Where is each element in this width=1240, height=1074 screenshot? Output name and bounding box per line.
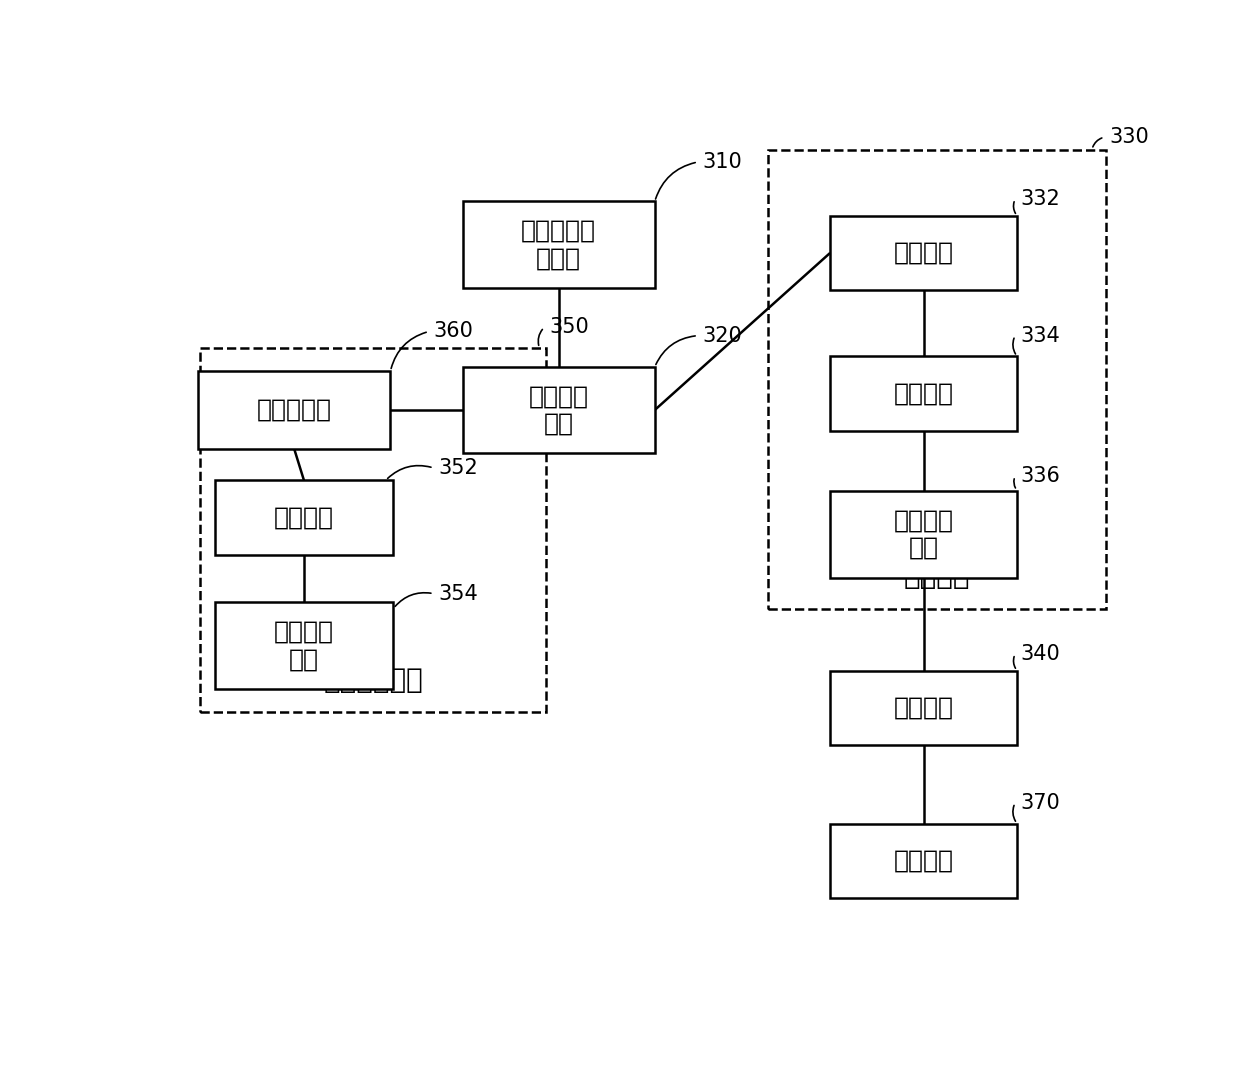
Text: 334: 334 (1019, 325, 1060, 346)
Bar (830, 824, 1018, 898)
Bar (830, 216, 1018, 290)
Text: 330: 330 (1110, 127, 1149, 147)
Text: 获取模型
模块: 获取模型 模块 (274, 620, 334, 671)
Text: 352: 352 (439, 458, 479, 478)
Text: 解码单元: 解码单元 (894, 696, 954, 720)
Text: 354: 354 (439, 583, 479, 604)
Text: 处理单元: 处理单元 (904, 563, 971, 591)
Text: 识别模块: 识别模块 (274, 506, 334, 529)
Text: 310: 310 (703, 151, 743, 172)
Text: 360: 360 (434, 321, 474, 342)
Text: 构建模型单元: 构建模型单元 (324, 666, 423, 694)
Bar (768, 149, 1106, 609)
Bar (830, 491, 1018, 578)
Text: 332: 332 (1019, 189, 1060, 209)
Text: 优化模块: 优化模块 (894, 381, 954, 406)
Text: 构建函数
单元: 构建函数 单元 (528, 384, 589, 436)
Text: 更新单元: 更新单元 (894, 848, 954, 873)
Text: 340: 340 (1019, 644, 1060, 664)
Text: 320: 320 (703, 325, 743, 346)
Text: 370: 370 (1019, 793, 1060, 813)
Text: 350: 350 (549, 317, 589, 337)
Bar (215, 480, 393, 555)
Bar (830, 357, 1018, 431)
Text: 协同计算
模块: 协同计算 模块 (894, 508, 954, 560)
Bar (198, 371, 391, 449)
Text: 336: 336 (1019, 466, 1060, 487)
Text: 获取基础数
据单元: 获取基础数 据单元 (521, 219, 596, 271)
Bar (463, 201, 655, 288)
Bar (830, 670, 1018, 745)
Bar (200, 348, 546, 712)
Bar (463, 366, 655, 453)
Bar (215, 603, 393, 690)
Text: 函数模块: 函数模块 (894, 241, 954, 265)
Text: 初始化单元: 初始化单元 (257, 398, 332, 422)
